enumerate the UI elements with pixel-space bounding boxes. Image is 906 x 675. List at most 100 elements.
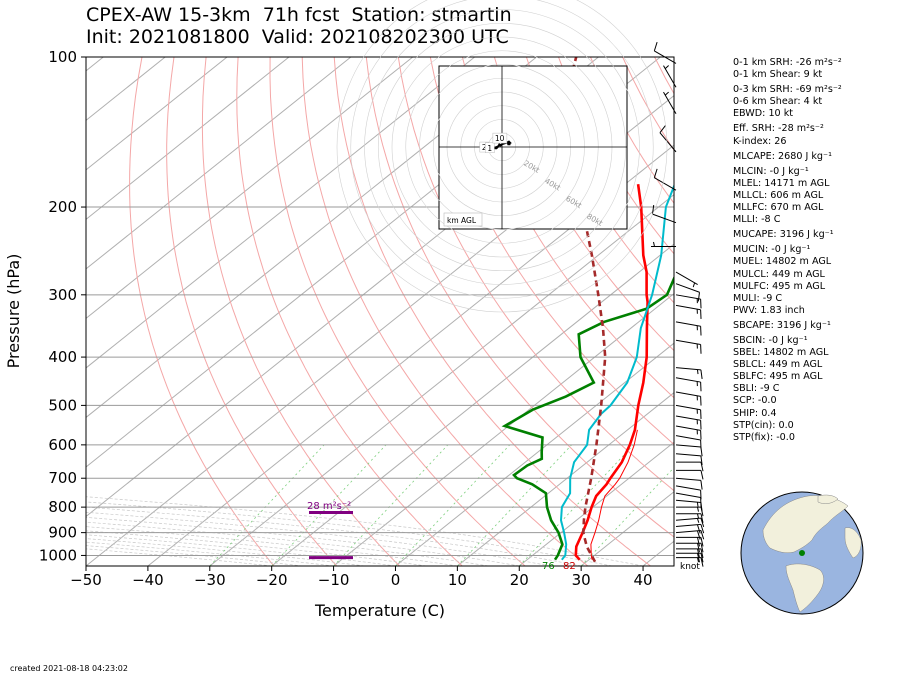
isotherm-line — [271, 243, 674, 566]
globe-land-greenland — [817, 494, 839, 504]
stat-line: MUEL: 14802 m AGL — [733, 256, 832, 268]
stat-line: SBCIN: -0 J kg⁻¹ — [733, 334, 808, 346]
wind-barb — [676, 536, 704, 547]
stat-line: SBCAPE: 3196 J kg⁻¹ — [733, 319, 831, 331]
x-tick-label: −50 — [70, 571, 102, 589]
surface-temp-label: 82 — [563, 561, 576, 572]
mixing-ratio-line — [395, 444, 511, 566]
wetbulb-profile-line — [559, 183, 674, 561]
stat-line: MUCAPE: 3196 J kg⁻¹ — [733, 229, 834, 241]
wind-barb — [675, 367, 703, 380]
chart-title: CPEX-AW 15-3km 71h fcst Station: stmarti… — [86, 4, 512, 48]
wind-barb — [676, 548, 704, 558]
stat-line: 0-3 km SRH: -69 m²s⁻² — [733, 84, 842, 96]
x-axis-label: Temperature (C) — [314, 601, 445, 620]
wind-barb — [676, 469, 704, 480]
stats-panel: 0-1 km SRH: -26 m²s⁻² 0-1 km Shear: 9 kt 0… — [733, 57, 903, 444]
stat-line: K-index: 26 — [733, 135, 787, 147]
y-tick-label: 600 — [48, 436, 77, 454]
wind-barb — [675, 271, 698, 288]
wind-barb — [675, 304, 702, 319]
globe-land-africa — [844, 527, 862, 559]
wind-barb — [675, 435, 702, 450]
isotherm-line — [147, 144, 674, 566]
isotherm-line — [86, 57, 228, 171]
isotherm-line — [86, 57, 352, 270]
dewpoint-profile-line — [501, 275, 674, 561]
stat-line: EBWD: 10 kt — [733, 108, 794, 120]
moist-adiabat-line — [86, 511, 551, 566]
wind-barb — [675, 517, 705, 528]
y-tick-label: 1000 — [39, 546, 77, 564]
stat-line: MLCAPE: 2680 J kg⁻¹ — [733, 150, 832, 162]
stat-line: MLCIN: -0 J kg⁻¹ — [733, 165, 809, 177]
wind-barb — [675, 404, 702, 419]
wind-barb — [675, 453, 703, 466]
wind-barb — [676, 557, 704, 567]
hodograph-trace — [482, 140, 512, 151]
isotherm-line — [86, 57, 537, 419]
stat-line: MULFC: 495 m AGL — [733, 280, 826, 292]
stat-line: MULCL: 449 m AGL — [733, 268, 825, 280]
x-tick-label: −40 — [132, 571, 164, 589]
wind-barb — [675, 391, 702, 406]
moist-adiabat-line — [86, 517, 520, 566]
wind-barb — [675, 294, 702, 309]
isotherm-line — [518, 441, 674, 566]
y-tick-label: 100 — [48, 48, 77, 66]
moist-adiabat-line — [86, 530, 427, 566]
isotherm-line — [86, 57, 475, 369]
surface-dewpoint-label: 76 — [542, 561, 555, 572]
virtual_temperature-profile-line — [590, 429, 638, 560]
y-tick-label: 200 — [48, 198, 77, 216]
x-tick-label: −20 — [256, 571, 288, 589]
wind-barb — [675, 485, 702, 500]
moist-adiabat-line — [86, 526, 458, 566]
y-tick-label: 900 — [48, 524, 77, 542]
stat-line: MUCIN: -0 J kg⁻¹ — [733, 244, 811, 256]
stat-line: PWV: 1.83 inch — [733, 304, 805, 316]
wind-barb — [653, 168, 677, 191]
srh-annotation: 28 m²s⁻² — [307, 501, 351, 512]
hodograph-height-label: 2 — [482, 143, 487, 152]
wind-barb — [676, 506, 704, 517]
stat-line: MLEL: 14171 m AGL — [733, 177, 830, 189]
moist-adiabat-line — [86, 545, 303, 566]
mixing-ratio-line — [580, 467, 674, 566]
stat-line: STP(fix): -0.0 — [733, 431, 795, 443]
wind-barb — [652, 204, 677, 224]
moist-adiabat-line — [86, 506, 582, 566]
x-tick-label: −30 — [194, 571, 226, 589]
isotherm-line — [457, 392, 674, 566]
dry-adiabat-line — [493, 57, 674, 352]
hodograph-ring — [336, 0, 668, 313]
isotherm-line — [86, 57, 414, 320]
isotherm-line — [333, 293, 674, 566]
moist-adiabat-line — [86, 548, 272, 566]
dry-adiabat-line — [301, 57, 589, 566]
dry-adiabat-line — [333, 57, 651, 566]
dry-adiabat-line — [397, 57, 674, 492]
dry-adiabat-line — [201, 57, 400, 566]
stat-line: SBEL: 14802 m AGL — [733, 347, 829, 359]
stat-line: MLLCL: 606 m AGL — [733, 189, 824, 201]
x-tick-label: 0 — [391, 571, 401, 589]
stat-line: SCP: -0.0 — [733, 395, 777, 407]
dry-adiabat-line — [525, 57, 674, 304]
wind-barb — [675, 415, 702, 430]
y-tick-label: 500 — [48, 396, 77, 414]
wind-barb — [651, 241, 676, 248]
hodograph-label: km AGL — [447, 216, 477, 225]
wind-barb — [659, 125, 677, 153]
stat-line: SBLI: -9 C — [733, 383, 780, 395]
isotherm-line — [86, 57, 290, 221]
wind-barb — [675, 339, 702, 354]
y-tick-label: 800 — [48, 498, 77, 516]
dry-adiabat-line — [166, 57, 338, 566]
globe-land-south-america — [785, 563, 824, 613]
title-line-2: Init: 2021081800 Valid: 202108202300 UTC — [86, 26, 509, 48]
x-tick-label: 40 — [634, 571, 653, 589]
stat-line: SBLCL: 449 m AGL — [733, 359, 823, 371]
created-timestamp: created 2021-08-18 04:23:02 — [10, 664, 128, 673]
